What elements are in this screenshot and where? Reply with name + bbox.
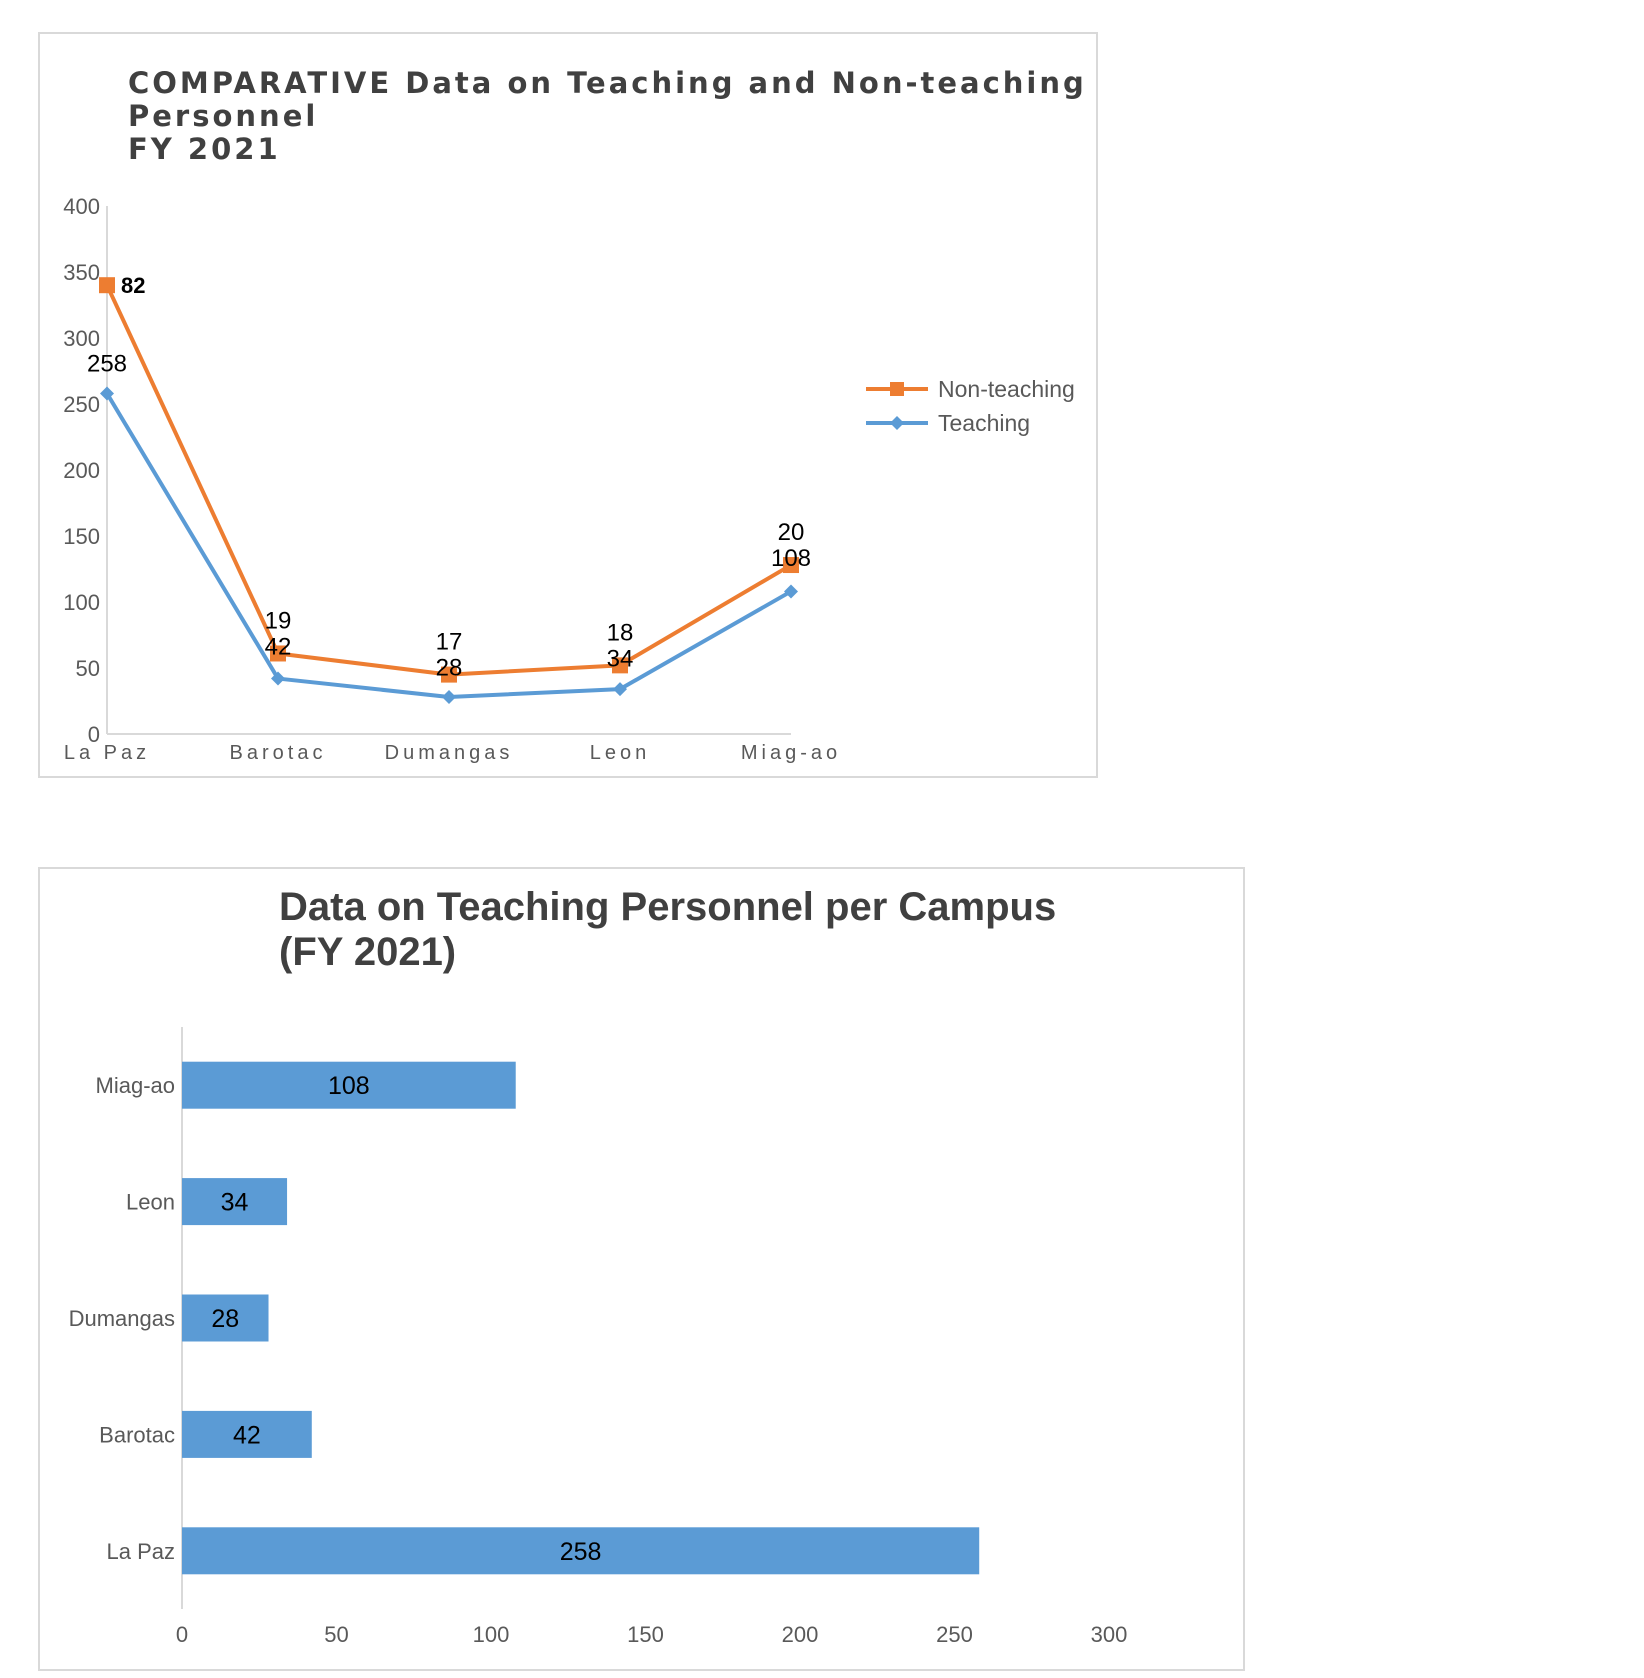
chart-title-line: Data on Teaching Personnel per Campus xyxy=(279,885,1056,929)
bar-value-label: 108 xyxy=(328,1072,370,1100)
y-category-label: Dumangas xyxy=(69,1306,175,1331)
legend-label: Teaching xyxy=(938,410,1030,436)
x-tick-label: 300 xyxy=(1091,1622,1128,1647)
x-tick-label: Leon xyxy=(590,742,651,764)
chart-title-line: COMPARATIVE Data on Teaching and Non-tea… xyxy=(128,66,1087,100)
y-tick-label: 400 xyxy=(63,194,100,219)
bar-value-label: 34 xyxy=(221,1189,249,1217)
non-teaching-line xyxy=(105,284,793,677)
legend-marker xyxy=(890,382,904,396)
x-tick-label: 100 xyxy=(473,1622,510,1647)
x-tick-label: 150 xyxy=(627,1622,664,1647)
x-tick-label: 50 xyxy=(324,1622,348,1647)
x-tick-label: 0 xyxy=(176,1622,188,1647)
teaching-data-label: 34 xyxy=(607,645,634,672)
bar-chart-panel: Data on Teaching Personnel per Campus (FY… xyxy=(38,867,1245,1671)
chart-title-line: Personnel xyxy=(128,99,318,133)
non-teaching-marker xyxy=(99,277,115,294)
non-teaching-marker xyxy=(612,657,628,674)
teaching-data-label: 108 xyxy=(771,545,811,572)
x-tick-label: 200 xyxy=(782,1622,819,1647)
legend-marker xyxy=(890,416,904,430)
teaching-data-label: 258 xyxy=(87,350,127,377)
x-tick-label: La Paz xyxy=(64,742,150,764)
y-tick-label: 100 xyxy=(63,590,100,615)
y-tick-label: 300 xyxy=(63,326,100,351)
bar-value-label: 42 xyxy=(233,1421,261,1449)
teaching-marker xyxy=(271,671,285,686)
bar xyxy=(182,1410,312,1458)
line-chart-svg: COMPARATIVE Data on Teaching and Non-tea… xyxy=(63,66,1087,764)
y-category-label: Leon xyxy=(126,1190,175,1215)
x-tick-label: Miag-ao xyxy=(741,742,841,764)
teaching-marker xyxy=(442,690,456,705)
non-teaching-data-label: 82 xyxy=(121,273,145,298)
y-tick-label: 350 xyxy=(63,260,100,285)
y-tick-label: 200 xyxy=(63,458,100,483)
y-category-label: Barotac xyxy=(99,1422,175,1447)
line-chart-panel: COMPARATIVE Data on Teaching and Non-tea… xyxy=(38,32,1098,778)
bar xyxy=(182,1178,288,1226)
non-teaching-data-label: 20 xyxy=(778,519,805,546)
teaching-marker xyxy=(784,584,798,599)
non-teaching-marker xyxy=(270,645,286,662)
bar-value-label: 28 xyxy=(211,1305,239,1333)
bar xyxy=(182,1294,269,1342)
x-tick-label: Dumangas xyxy=(385,742,514,764)
x-tick-label: Barotac xyxy=(230,742,327,764)
x-tick-label: 250 xyxy=(936,1622,973,1647)
bar xyxy=(182,1061,516,1109)
y-tick-label: 250 xyxy=(63,392,100,417)
bar xyxy=(182,1527,980,1575)
non-teaching-data-label: 17 xyxy=(436,629,463,656)
y-tick-label: 50 xyxy=(76,656,100,681)
legend-label: Non-teaching xyxy=(938,376,1075,402)
bar-value-label: 258 xyxy=(560,1538,602,1566)
teaching-marker xyxy=(100,386,114,401)
teaching-data-label: 42 xyxy=(265,633,292,660)
y-category-label: La Paz xyxy=(107,1539,176,1564)
y-tick-label: 150 xyxy=(63,524,100,549)
non-teaching-marker xyxy=(441,666,457,683)
chart-title-line: FY 2021 xyxy=(128,132,281,166)
non-teaching-data-label: 18 xyxy=(607,619,634,646)
non-teaching-data-label: 19 xyxy=(265,607,292,634)
y-tick-label: 0 xyxy=(88,722,100,747)
bar-chart-svg: Data on Teaching Personnel per Campus(FY… xyxy=(69,885,1128,1647)
non-teaching-marker xyxy=(783,557,799,574)
chart-title-line: (FY 2021) xyxy=(279,930,456,974)
teaching-marker xyxy=(613,682,627,697)
teaching-data-label: 28 xyxy=(436,655,463,682)
y-category-label: Miag-ao xyxy=(96,1073,175,1098)
